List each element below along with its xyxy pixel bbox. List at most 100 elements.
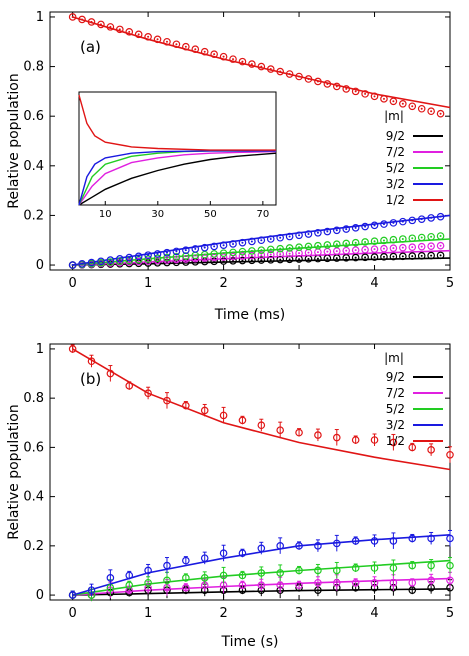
data-point-3-2	[295, 542, 303, 550]
data-point-center	[99, 23, 102, 26]
data-point-1-2	[276, 426, 284, 434]
data-point-7-2	[399, 243, 407, 252]
data-point-center	[439, 235, 442, 238]
data-point-7-2	[266, 250, 275, 259]
data-point-9-2	[351, 253, 360, 262]
data-point-3-2	[97, 257, 105, 266]
data-point-9-2	[238, 256, 247, 265]
data-point-center	[420, 245, 423, 248]
x-tick-label: 4	[370, 606, 378, 621]
data-point-center	[411, 105, 414, 108]
data-point-center	[288, 73, 291, 76]
data-point-5-2	[163, 253, 171, 262]
data-point-1-2	[87, 18, 96, 26]
inset-x-tick-label: 50	[204, 209, 217, 220]
data-point-center	[99, 261, 102, 264]
data-point-7-2	[351, 578, 360, 587]
data-point-3-2	[191, 245, 200, 253]
data-point-1-2	[200, 406, 209, 415]
data-point-center	[316, 244, 319, 247]
data-point-center	[392, 247, 395, 250]
data-point-center	[354, 226, 357, 229]
data-point-9-2	[370, 253, 379, 261]
data-point-center	[241, 250, 244, 253]
data-point-5-2	[427, 232, 435, 241]
data-point-7-2	[436, 241, 445, 250]
data-point-center	[335, 243, 338, 246]
data-point-center	[298, 75, 301, 78]
data-point-center	[128, 30, 131, 33]
legend-label-9-2: 9/2	[386, 370, 405, 384]
data-point-5-2	[351, 238, 360, 247]
data-point-3-2	[144, 566, 152, 575]
data-point-center	[288, 258, 291, 261]
data-point-5-2	[342, 239, 351, 248]
data-point-3-2	[106, 256, 115, 264]
x-tick-label: 1	[144, 606, 152, 621]
data-point-center	[354, 241, 357, 244]
data-point-center	[373, 240, 376, 243]
data-point-3-2	[68, 261, 77, 269]
data-point-3-2	[200, 243, 209, 252]
data-point-7-2	[257, 581, 266, 590]
data-point-1-2	[351, 436, 360, 444]
data-point-center	[382, 97, 385, 100]
y-tick-label: 0.4	[23, 159, 44, 174]
data-point-3-2	[219, 241, 228, 249]
data-point-center	[241, 241, 244, 244]
data-point-center	[156, 257, 159, 260]
data-point-5-2	[332, 566, 341, 575]
data-point-center	[298, 246, 301, 249]
x-tick-label: 0	[69, 606, 77, 621]
data-point-center	[213, 252, 216, 255]
data-point-3-2	[332, 539, 341, 548]
data-point-5-2	[153, 254, 162, 263]
data-point-center	[326, 230, 329, 233]
legend-label-3-2: 3/2	[386, 177, 405, 191]
data-point-center	[354, 90, 357, 93]
data-point-center	[260, 65, 263, 68]
data-point-1-2	[276, 67, 284, 76]
x-tick-label: 5	[446, 276, 454, 291]
y-tick-label: 1	[36, 342, 44, 357]
data-point-3-2	[182, 246, 190, 254]
data-point-9-2	[266, 256, 275, 264]
panel-b: 0 1 2 3 4 5 0 0.2 0.4 0.6 0.8 1 (b) Time (s) Relati…	[6, 342, 454, 650]
data-point-1-2	[144, 33, 152, 41]
data-point-3-2	[276, 542, 284, 550]
y-tick-label: 0.2	[23, 208, 44, 223]
data-point-center	[175, 43, 178, 46]
data-point-center	[411, 255, 414, 258]
inset-plot: 10 30 50 70	[78, 91, 277, 220]
data-point-center	[354, 249, 357, 252]
data-point-center	[420, 236, 423, 239]
data-point-5-2	[219, 249, 228, 257]
data-point-5-2	[370, 564, 379, 572]
data-point-center	[439, 244, 442, 247]
data-point-7-2	[408, 243, 417, 251]
data-point-1-2	[78, 15, 86, 24]
data-point-3-2	[285, 232, 294, 241]
data-point-center	[250, 254, 253, 257]
data-point-3-2	[116, 255, 124, 263]
data-point-center	[373, 95, 376, 98]
inset-fit-1-2	[78, 94, 276, 151]
data-point-center	[90, 261, 93, 264]
data-point-center	[213, 53, 216, 56]
data-point-center	[269, 248, 272, 251]
data-point-center	[194, 48, 197, 51]
data-point-center	[326, 82, 329, 85]
data-point-1-2	[182, 42, 190, 51]
data-point-1-2	[436, 109, 445, 118]
data-point-9-2	[436, 251, 445, 260]
data-point-5-2	[351, 564, 360, 572]
data-point-3-2	[238, 549, 247, 558]
data-point-1-2	[351, 87, 360, 96]
data-point-center	[335, 257, 338, 260]
data-point-7-2	[380, 244, 388, 253]
data-point-center	[439, 215, 442, 218]
data-point-center	[213, 245, 216, 248]
data-point-center	[194, 254, 197, 257]
legend-label-5-2: 5/2	[386, 161, 405, 175]
data-point-center	[430, 245, 433, 248]
